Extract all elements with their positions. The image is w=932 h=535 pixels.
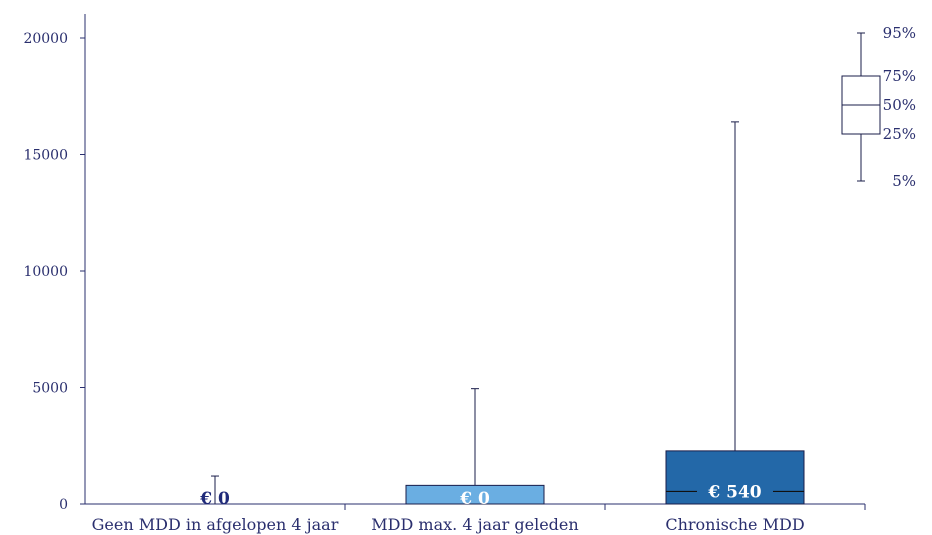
x-category-label: Geen MDD in afgelopen 4 jaar [92, 515, 339, 534]
median-label: € 0 [199, 489, 230, 509]
box-body [665, 450, 805, 505]
box-1: € 0 [199, 475, 230, 509]
y-tick-label: 5000 [32, 381, 68, 397]
x-category-label: MDD max. 4 jaar geleden [371, 515, 578, 534]
legend-label: 95% [883, 24, 916, 42]
legend-label: 50% [883, 96, 916, 114]
y-tick-label: 15000 [23, 148, 68, 164]
x-category-label: Chronische MDD [665, 515, 804, 534]
legend-label: 25% [883, 125, 916, 143]
box-body [405, 484, 545, 505]
y-tick-label: 10000 [23, 264, 68, 280]
median-label: € 540 [707, 482, 761, 502]
y-tick-label: 0 [59, 497, 68, 513]
box-2: € 0 [405, 388, 545, 509]
median-label: € 0 [459, 489, 490, 509]
x-axis-categories: Geen MDD in afgelopen 4 jaar MDD max. 4 j… [92, 504, 866, 534]
box-3: € 540 [665, 121, 805, 505]
y-tick-label: 20000 [23, 31, 68, 47]
legend: 95% 75% 50% 25% 5% [841, 24, 916, 190]
y-axis-ticks: 0 5000 10000 15000 20000 [23, 31, 85, 513]
boxes: € 0 € 0 € 540 [199, 121, 805, 509]
legend-label: 75% [883, 67, 916, 85]
legend-label: 5% [892, 172, 916, 190]
